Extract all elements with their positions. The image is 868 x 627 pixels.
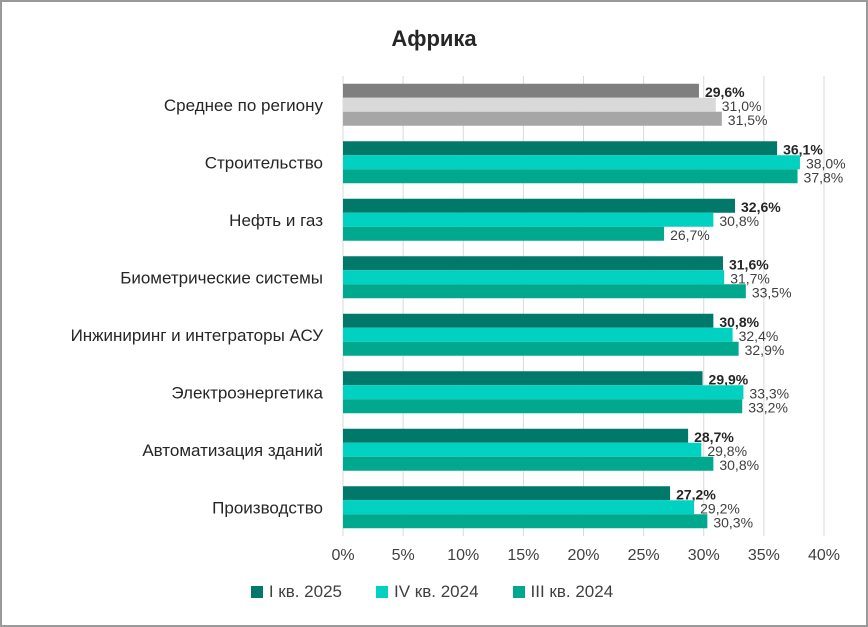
bar	[343, 371, 703, 386]
chart-title: Африка	[391, 26, 477, 51]
x-tick-label: 20%	[567, 547, 599, 564]
legend-label: IV кв. 2024	[394, 582, 479, 601]
data-label: 31,7%	[730, 270, 770, 286]
bar	[343, 327, 733, 342]
data-label: 29,2%	[700, 500, 740, 516]
bar	[343, 270, 725, 285]
bar	[343, 399, 743, 414]
legend-label: I кв. 2025	[268, 582, 342, 601]
data-label: 32,9%	[745, 342, 785, 358]
data-label: 32,4%	[739, 328, 779, 344]
bar	[343, 97, 716, 112]
category-label: Автоматизация зданий	[142, 441, 323, 460]
data-label: 33,3%	[749, 385, 789, 401]
bar	[343, 169, 798, 184]
bar	[343, 514, 708, 529]
legend-swatch	[376, 586, 388, 598]
legend-item: I кв. 2025	[250, 582, 342, 602]
legend-swatch	[250, 586, 263, 598]
legend-item: III кв. 2024	[512, 582, 614, 602]
data-label: 29,6%	[705, 84, 745, 100]
x-tick-label: 15%	[507, 547, 539, 564]
x-tick-label: 30%	[688, 547, 720, 564]
category-label: Среднее по региону	[164, 96, 324, 115]
bar	[343, 486, 671, 501]
bar	[343, 284, 746, 299]
bar	[343, 83, 699, 98]
data-label: 36,1%	[783, 141, 823, 157]
data-label: 38,0%	[806, 155, 846, 171]
bar	[343, 442, 702, 457]
bar	[343, 141, 778, 156]
legend-item: IV кв. 2024	[376, 582, 479, 602]
bar	[343, 155, 800, 170]
data-label: 26,7%	[670, 227, 710, 243]
data-label: 31,5%	[728, 112, 768, 128]
data-label: 37,8%	[804, 169, 844, 185]
bar	[343, 500, 695, 515]
bar	[343, 428, 689, 443]
category-label: Инжиниринг и интеграторы АСУ	[71, 326, 324, 345]
bar	[343, 341, 739, 356]
chart-legend: I кв. 2025 IV кв. 2024 III кв. 2024	[0, 582, 864, 602]
bar	[343, 256, 723, 271]
data-label: 27,2%	[676, 486, 716, 502]
x-tick-label: 0%	[331, 547, 354, 564]
category-label: Нефть и газ	[229, 211, 323, 230]
data-label: 33,5%	[752, 284, 792, 300]
bar	[343, 313, 714, 328]
bar	[343, 198, 736, 213]
x-tick-label: 40%	[808, 547, 840, 564]
data-label: 30,8%	[719, 314, 759, 330]
x-tick-label: 25%	[628, 547, 660, 564]
data-label: 33,2%	[748, 399, 788, 415]
data-label: 30,8%	[719, 213, 759, 229]
data-label: 30,8%	[719, 457, 759, 473]
x-tick-label: 5%	[392, 547, 415, 564]
data-label: 31,6%	[729, 256, 769, 272]
bar	[343, 226, 665, 241]
data-label: 32,6%	[741, 199, 781, 215]
bar	[343, 385, 744, 400]
data-label: 29,9%	[709, 371, 749, 387]
category-label: Электроэнергетика	[171, 383, 323, 402]
legend-label: III кв. 2024	[530, 582, 614, 601]
bar	[343, 111, 722, 126]
data-label: 31,0%	[722, 98, 762, 114]
bar	[343, 212, 714, 227]
bar	[343, 456, 714, 471]
legend-swatch	[512, 586, 525, 598]
category-label: Производство	[212, 498, 323, 517]
category-label: Строительство	[205, 153, 323, 172]
category-label: Биометрические системы	[120, 268, 323, 287]
data-label: 30,3%	[713, 514, 753, 530]
data-label: 29,8%	[707, 443, 747, 459]
x-tick-label: 35%	[748, 547, 780, 564]
data-label: 28,7%	[694, 429, 734, 445]
x-tick-label: 10%	[447, 547, 479, 564]
